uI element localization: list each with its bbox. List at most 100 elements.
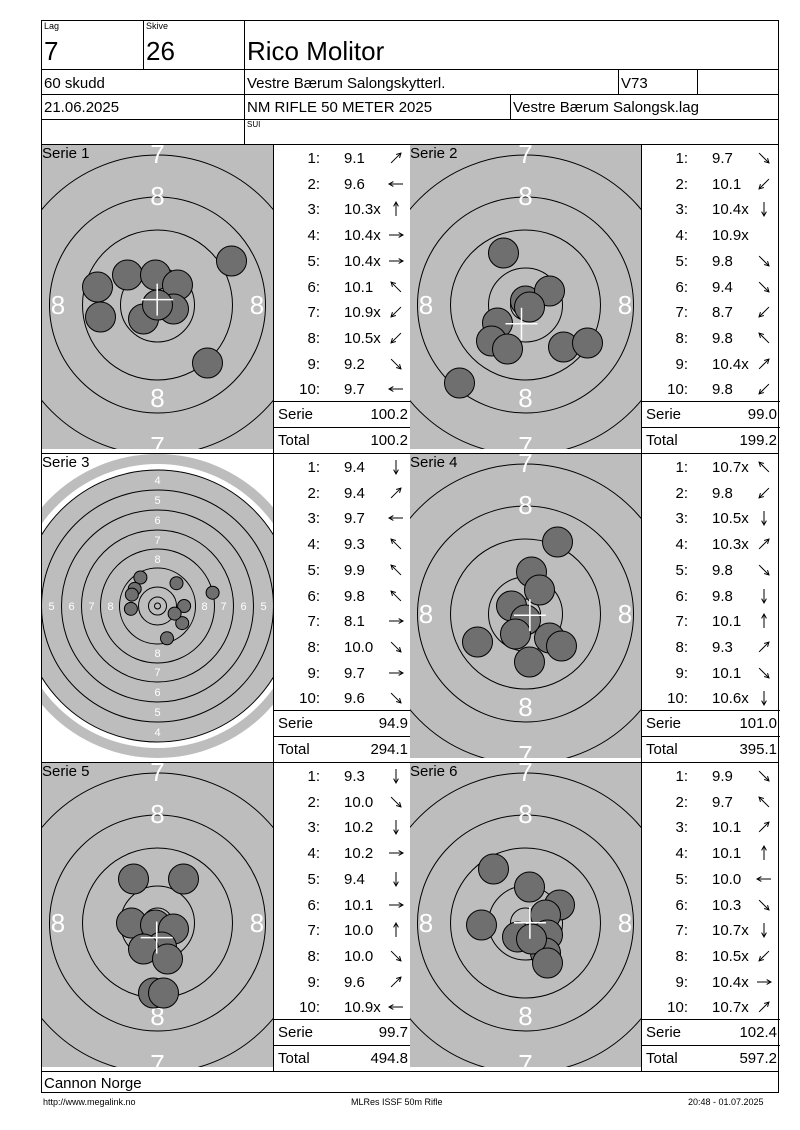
direction-arrow-icon: [386, 973, 406, 991]
target-4: 7 7 8 8 8 8: [410, 454, 641, 758]
direction-arrow-icon: [754, 947, 774, 965]
target-ring: [450, 229, 601, 381]
shot-hole: [514, 291, 545, 323]
shot-number: 10:: [667, 999, 688, 1017]
total-value: 100.2: [370, 432, 408, 449]
shot-hole: [160, 631, 174, 646]
shot-row: 5: 9.8: [642, 557, 780, 583]
shot-number: 1:: [675, 150, 688, 167]
target-background: [410, 763, 641, 1067]
shot-value: 9.7: [344, 510, 365, 528]
direction-arrow-icon: [754, 767, 774, 785]
shot-row: 3: 10.4x: [642, 196, 780, 222]
target-2: 7 7 8 8 8 8: [410, 145, 641, 449]
direction-arrow-icon: [386, 664, 406, 682]
target-ring: [42, 772, 273, 1067]
direction-arrow-icon: [754, 226, 774, 244]
direction-arrow-icon: [754, 870, 774, 888]
shots-column: 1: 9.1 2: 9.6 3: 10.3x 4: 10.4x 5: 10.4x 6: 10.1 7: 1…: [273, 145, 411, 454]
competition-date: 21.06.2025: [44, 99, 120, 116]
shot-number: 2:: [307, 793, 320, 811]
direction-arrow-icon: [754, 973, 774, 991]
shots-column: 1: 9.3 2: 10.0 3: 10.2 4: 10.2 5: 9.4 6: 10.1 7: 10.0…: [273, 763, 411, 1072]
ring-label: 7: [154, 535, 160, 547]
shot-row: 6: 10.1: [274, 274, 411, 300]
shot-value: 9.9: [712, 768, 733, 785]
skive-label: Skive: [146, 21, 169, 31]
total-label: Total: [646, 432, 678, 449]
sum-divider: [274, 1045, 411, 1046]
shot-number: 1:: [675, 459, 688, 476]
shot-value: 9.7: [344, 664, 365, 682]
direction-arrow-icon: [386, 278, 406, 296]
shot-row: 8: 10.5x: [642, 943, 780, 969]
target-ring: [450, 538, 601, 690]
shot-row: 10: 10.7x: [642, 994, 780, 1020]
direction-arrow-icon: [386, 200, 406, 218]
shot-hole: [478, 853, 509, 885]
direction-arrow-icon: [386, 355, 406, 373]
shot-row: 10: 10.9x: [274, 994, 411, 1020]
shot-row: 1: 9.3: [274, 763, 411, 789]
ring-label-8: 8: [518, 383, 532, 413]
target-ring: [410, 772, 641, 1067]
shot-number: 7:: [675, 922, 688, 940]
series-label: Serie 3: [42, 454, 90, 471]
shot-hole: [488, 237, 519, 269]
shot-number: 4:: [307, 845, 320, 863]
ring-label: 6: [154, 687, 160, 699]
shot-number: 3:: [307, 201, 320, 219]
shot-row: 1: 9.9: [642, 763, 780, 789]
shot-row: 7: 10.0: [274, 917, 411, 943]
shot-number: 5:: [675, 252, 688, 270]
serie-sum-row: Serie 100.2: [274, 401, 411, 426]
shot-hole: [82, 271, 113, 303]
direction-arrow-icon: [754, 329, 774, 347]
ring-label-8: 8: [518, 799, 532, 829]
ring-label: 6: [154, 515, 160, 527]
target-ring: [417, 196, 634, 414]
shot-number: 3:: [675, 510, 688, 528]
shot-hole: [466, 909, 497, 941]
serie-sum-label: Serie: [646, 406, 682, 423]
total-label: Total: [646, 1050, 678, 1067]
ring-label: 7: [220, 601, 226, 613]
shot-number: 7:: [307, 613, 320, 631]
ring-label-7: 7: [518, 431, 532, 449]
direction-arrow-icon: [754, 355, 774, 373]
sum-divider: [642, 1045, 780, 1046]
shot-value: 10.2: [344, 819, 374, 837]
shot-value: 10.4x: [712, 355, 749, 373]
target-ring: [61, 509, 254, 703]
ring-label-7: 7: [150, 1049, 164, 1067]
ring-label: 8: [154, 554, 160, 566]
direction-arrow-icon: [754, 561, 774, 579]
shot-number: 3:: [675, 819, 688, 837]
shot-number: 5:: [307, 561, 320, 579]
club-name: Vestre Bærum Salongskytterl.: [247, 75, 446, 92]
shot-number: 9:: [675, 664, 688, 682]
shot-value: 10.0: [344, 922, 374, 940]
direction-arrow-icon: [386, 689, 406, 707]
ring-label-7: 7: [518, 740, 532, 758]
shot-value: 9.7: [712, 150, 733, 167]
direction-arrow-icon: [386, 793, 406, 811]
shot-row: 1: 9.1: [274, 145, 411, 171]
ring-label-7: 7: [518, 763, 532, 787]
ring-label: 7: [88, 601, 94, 613]
total-value: 395.1: [739, 741, 777, 758]
ring-label-7: 7: [150, 763, 164, 787]
direction-arrow-icon: [386, 844, 406, 862]
shot-number: 3:: [307, 819, 320, 837]
shot-row: 2: 9.4: [274, 480, 411, 506]
header-line: [41, 69, 779, 70]
shot-number: 6:: [675, 587, 688, 605]
shot-value: 9.8: [712, 329, 733, 347]
shot-number: 1:: [675, 768, 688, 785]
block-divider: [41, 453, 779, 454]
direction-arrow-icon: [386, 587, 406, 605]
shot-row: 4: 10.3x: [642, 531, 780, 557]
shot-value: 9.4: [712, 278, 733, 296]
lag-value: 7: [44, 36, 59, 66]
shot-number: 2:: [307, 484, 320, 502]
